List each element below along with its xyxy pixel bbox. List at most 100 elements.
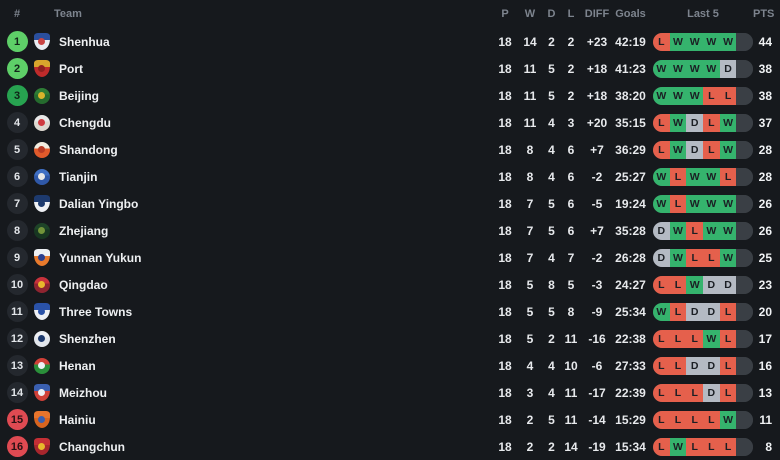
- form-result-w: W: [703, 329, 720, 348]
- stat-goals: 35:28: [615, 223, 646, 238]
- stat-points: 13: [758, 385, 772, 400]
- stat-draws: 8: [548, 277, 555, 292]
- form-upcoming-slot: [736, 356, 753, 375]
- form-upcoming-slot: [736, 329, 753, 348]
- form-result-l: L: [719, 167, 737, 186]
- form-upcoming-slot: [736, 410, 753, 429]
- form-result-w: W: [686, 275, 704, 294]
- form-result-l: L: [669, 356, 687, 375]
- form-result-l: L: [686, 329, 704, 348]
- form-result-w: W: [686, 194, 704, 213]
- stat-points: 37: [758, 115, 772, 130]
- stat-points: 20: [758, 304, 772, 319]
- form-result-l: L: [703, 248, 720, 267]
- stat-played: 18: [498, 439, 512, 454]
- stat-draws: 2: [548, 34, 555, 49]
- form-upcoming-slot: [736, 275, 753, 294]
- stat-wins: 5: [526, 277, 534, 292]
- stat-draws: 4: [548, 115, 555, 130]
- team-badge-icon: [33, 222, 50, 239]
- badge-emblem: [38, 443, 45, 450]
- form-result-w: W: [719, 140, 737, 159]
- team-badge-icon: [33, 168, 50, 185]
- stat-points: 28: [758, 169, 772, 184]
- stat-losses: 6: [567, 196, 575, 211]
- column-header-last5: Last 5: [687, 8, 719, 20]
- badge-emblem: [38, 389, 45, 396]
- stat-played: 18: [498, 277, 512, 292]
- form-upcoming-slot: [736, 167, 753, 186]
- stat-goal-diff: -19: [588, 439, 606, 454]
- stat-wins: 11: [523, 115, 537, 130]
- form-upcoming-slot: [736, 383, 753, 402]
- team-name: Qingdao: [59, 277, 108, 292]
- form-result-w: W: [669, 113, 687, 132]
- form-result-l: L: [669, 194, 687, 213]
- stat-goals: 22:39: [615, 385, 646, 400]
- stat-wins: 8: [526, 142, 534, 157]
- form-result-d: D: [719, 275, 737, 294]
- stat-goal-diff: -2: [591, 169, 603, 184]
- team-badge-icon: [33, 141, 50, 158]
- form-result-l: L: [653, 356, 670, 375]
- stat-goal-diff: -16: [588, 331, 606, 346]
- form-result-l: L: [703, 86, 720, 105]
- stat-draws: 4: [548, 358, 555, 373]
- stat-goal-diff: -3: [591, 277, 603, 292]
- badge-emblem: [38, 416, 45, 423]
- stat-goal-diff: +20: [586, 115, 608, 130]
- stat-goals: 15:29: [615, 412, 646, 427]
- stat-losses: 11: [564, 331, 578, 346]
- team-badge-icon: [33, 114, 50, 131]
- form-result-w: W: [669, 221, 687, 240]
- stat-points: 11: [759, 412, 772, 427]
- form-result-w: W: [669, 140, 687, 159]
- stat-goals: 36:29: [615, 142, 646, 157]
- form-upcoming-slot: [736, 32, 753, 51]
- form-result-l: L: [653, 32, 670, 51]
- stat-losses: 11: [564, 385, 578, 400]
- form-result-l: L: [719, 302, 737, 321]
- rank-badge: 14: [6, 382, 28, 403]
- stat-wins: 5: [526, 331, 534, 346]
- form-result-w: W: [653, 194, 670, 213]
- stat-losses: 3: [567, 115, 575, 130]
- form-result-w: W: [719, 113, 737, 132]
- form-result-l: L: [653, 113, 670, 132]
- stat-losses: 6: [567, 169, 575, 184]
- stat-wins: 14: [523, 34, 537, 49]
- stat-goals: 25:34: [615, 304, 646, 319]
- badge-emblem: [38, 308, 45, 315]
- form-result-d: D: [653, 221, 670, 240]
- stat-played: 18: [498, 412, 512, 427]
- table-header: # Team P W D L DIFF Goals Last 5 PTS: [0, 0, 780, 28]
- stat-losses: 10: [564, 358, 578, 373]
- form-result-w: W: [719, 194, 737, 213]
- stat-draws: 5: [548, 61, 555, 76]
- stat-wins: 5: [526, 304, 534, 319]
- column-header-draws: D: [547, 8, 556, 20]
- form-result-w: W: [653, 302, 670, 321]
- badge-emblem: [38, 362, 45, 369]
